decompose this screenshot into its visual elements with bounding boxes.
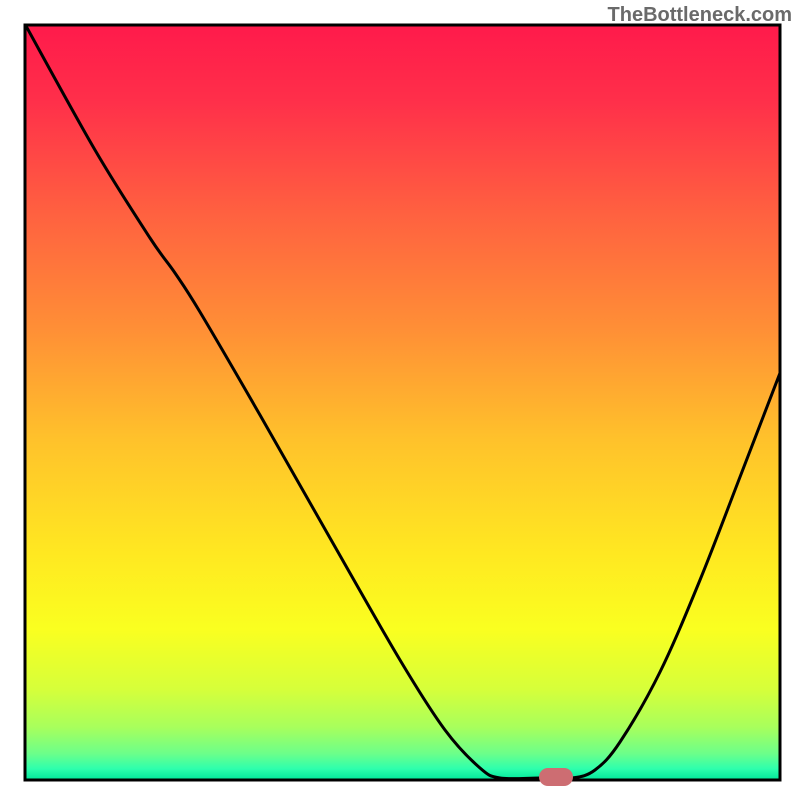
chart-svg [0,0,800,800]
watermark-text: TheBottleneck.com [608,4,792,27]
sweet-spot-marker [539,768,573,786]
chart-root: TheBottleneck.com [0,0,800,800]
